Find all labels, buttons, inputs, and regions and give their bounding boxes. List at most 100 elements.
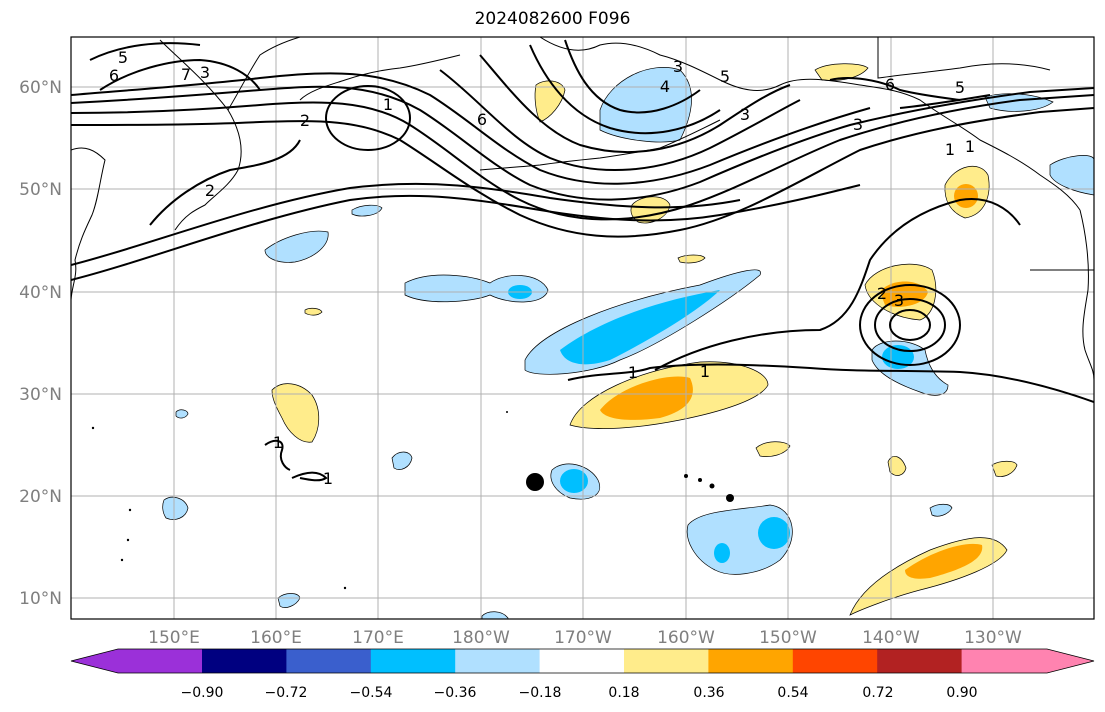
negative-anomaly-patch xyxy=(175,409,189,419)
contour-label: 5 xyxy=(118,48,128,67)
lon-label: 170°E xyxy=(352,628,404,648)
lat-label: 40°N xyxy=(19,283,62,303)
contour-label: 2 xyxy=(205,181,215,200)
colorbar-tick-label: −0.90 xyxy=(181,685,224,701)
colorbar-tick-label: −0.72 xyxy=(265,685,308,701)
hawaii-island xyxy=(684,474,688,478)
contour-labels: 5 6 7 3 1 2 3 4 6 5 3 1 6 5 3 1 2 3 1 1 … xyxy=(109,48,975,488)
pacific-island xyxy=(126,538,130,542)
colorbar-segment xyxy=(202,649,287,673)
colorbar-tick-label: −0.54 xyxy=(350,685,393,701)
contour-label: 3 xyxy=(853,115,863,134)
colorbar-outline xyxy=(70,648,1095,674)
contour-label: 1 xyxy=(965,137,975,156)
negative-anomaly-patch xyxy=(391,451,413,470)
positive-anomaly-patch xyxy=(677,254,706,264)
positive-anomaly-patch xyxy=(887,455,907,476)
lon-label: 130°W xyxy=(964,628,1022,648)
contour-label: 1 xyxy=(383,95,393,114)
pacific-island xyxy=(91,426,95,430)
pacific-island xyxy=(343,586,347,590)
contour-label: 1 xyxy=(323,469,333,488)
lon-label: 150°E xyxy=(148,628,200,648)
lon-label: 140°W xyxy=(862,628,920,648)
lat-label: 10°N xyxy=(19,589,62,609)
negative-anomaly-patch xyxy=(560,290,720,365)
contour-label: 6 xyxy=(885,75,895,94)
colorbar-tick-label: 0.72 xyxy=(862,685,893,701)
colorbar xyxy=(70,648,1095,674)
positive-anomaly-patch xyxy=(905,543,983,579)
contour-label: 4 xyxy=(660,77,670,96)
colorbar-segment xyxy=(624,649,709,673)
negative-anomaly-patch xyxy=(560,469,588,493)
hawaii-island xyxy=(698,478,702,482)
colorbar-tick-label: 0.36 xyxy=(693,685,724,701)
lon-label: 150°W xyxy=(759,628,817,648)
colorbar-tick-label: 0.54 xyxy=(777,685,808,701)
contour-label: 1 xyxy=(628,363,638,382)
alaska-peninsula-coastline xyxy=(479,119,721,171)
negative-anomaly-patch xyxy=(599,67,692,143)
longitude-labels: 150°E 160°E 170°E 180°W 170°W 160°W 150°… xyxy=(148,628,1022,648)
latitude-labels: 60°N 50°N 40°N 30°N 20°N 10°N xyxy=(19,78,62,609)
contour-label: 7 xyxy=(181,65,191,84)
contour-label: 1 xyxy=(273,433,283,452)
negative-anomaly-patch xyxy=(481,611,509,619)
positive-anomaly-patch xyxy=(271,383,320,443)
contour-label: 5 xyxy=(955,78,965,97)
contour-label: 3 xyxy=(673,57,683,76)
asia-coastline xyxy=(71,147,106,301)
colorbar-tick-labels: −0.90 −0.72 −0.54 −0.36 −0.18 0.18 0.36 … xyxy=(181,685,978,701)
negative-anomaly-patch xyxy=(162,496,189,520)
colorbar-segment xyxy=(539,649,625,673)
positive-anomaly-patch xyxy=(954,184,978,208)
islands xyxy=(91,411,734,590)
colorbar-tick-label: 0.90 xyxy=(946,685,977,701)
colorbar-extend-min xyxy=(71,649,118,673)
contour-label: 5 xyxy=(720,67,730,86)
negative-anomaly-patch xyxy=(929,503,953,517)
contour-label: 2 xyxy=(877,284,887,303)
contour-label: 3 xyxy=(740,105,750,124)
lat-label: 60°N xyxy=(19,78,62,98)
contour-label: 1 xyxy=(700,362,710,381)
north-america-coastline xyxy=(1079,209,1094,381)
positive-anomaly-patch xyxy=(991,460,1018,477)
colorbar-segment xyxy=(877,649,963,673)
contour-label: 3 xyxy=(200,63,210,82)
negative-anomaly-patch xyxy=(351,204,383,217)
colorbar-tick-label: −0.36 xyxy=(434,685,477,701)
russia-coastline xyxy=(299,54,461,101)
pacific-island xyxy=(120,558,124,562)
kamchatka-coastline xyxy=(159,39,242,231)
contour-label: 2 xyxy=(300,111,310,130)
colorbar-tick-label: −0.18 xyxy=(519,685,562,701)
lon-label: 160°E xyxy=(250,628,302,648)
contour-label: 6 xyxy=(109,66,119,85)
lon-label: 170°W xyxy=(554,628,612,648)
negative-anomaly-patch xyxy=(714,543,730,563)
positive-anomaly-patch xyxy=(304,307,323,316)
pacific-island xyxy=(506,411,508,413)
alaska-coastline xyxy=(539,37,1081,211)
alaska-interior-boundary xyxy=(877,37,1051,79)
contour-label: 6 xyxy=(477,110,487,129)
positive-anomaly-patch xyxy=(600,376,693,420)
colorbar-segment xyxy=(961,649,1047,673)
location-marker xyxy=(526,473,544,491)
colorbar-segment xyxy=(118,649,202,673)
colorbar-segment xyxy=(286,649,372,673)
contour-label: 3 xyxy=(894,291,904,310)
negative-anomaly-patch xyxy=(1049,155,1094,196)
hawaii-island xyxy=(709,483,715,489)
colorbar-tick-label: 0.18 xyxy=(608,685,639,701)
lat-label: 50°N xyxy=(19,180,62,200)
negative-anomaly-patch xyxy=(758,517,790,549)
colorbar-segment xyxy=(708,649,794,673)
colorbar-segment xyxy=(370,649,456,673)
hawaii-island xyxy=(726,494,734,502)
negative-anomaly-patch xyxy=(264,230,329,263)
contour-lines xyxy=(71,39,1094,482)
colorbar-extend-max xyxy=(1047,649,1094,673)
